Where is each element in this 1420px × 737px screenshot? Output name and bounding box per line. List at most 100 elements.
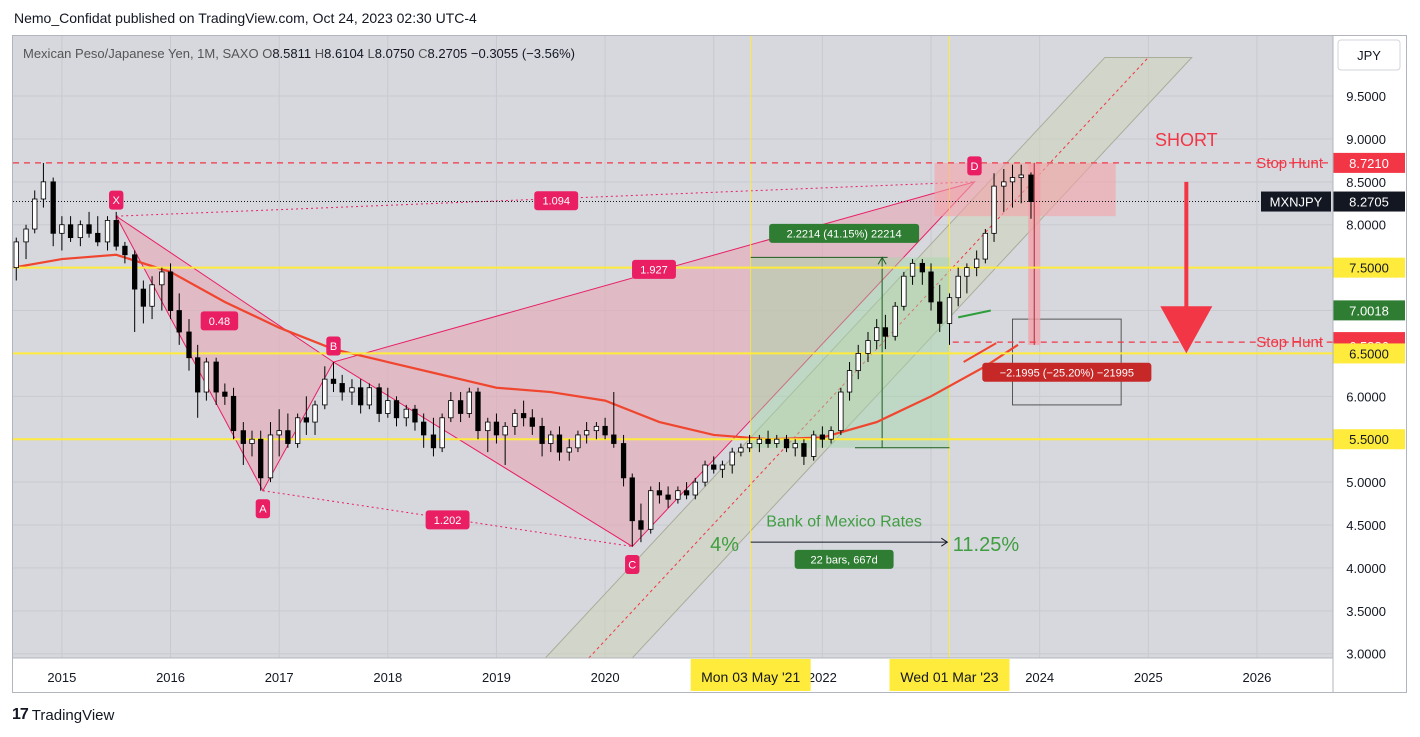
- range-up-arrowhead: [877, 256, 887, 265]
- candle: [222, 391, 228, 397]
- currency-button-bg: [1337, 39, 1401, 71]
- candle: [556, 434, 563, 453]
- green-projection: [957, 309, 991, 319]
- price-label-text: 8.7210: [1349, 156, 1389, 171]
- candle: [466, 391, 472, 414]
- candle: [1001, 181, 1007, 187]
- candle: [874, 327, 880, 341]
- ratio-label: 0.48: [200, 311, 239, 331]
- candle: [819, 434, 826, 440]
- y-tick-label: 9.0000: [1346, 132, 1386, 147]
- candle: [719, 464, 726, 470]
- candle: [529, 417, 535, 427]
- candle: [955, 275, 961, 299]
- pattern-point-A: A: [255, 499, 271, 519]
- candle: [13, 241, 19, 269]
- candle: [213, 361, 219, 393]
- tradingview-logo-icon: 17: [12, 706, 29, 723]
- ratio-label-bg: [200, 311, 239, 331]
- x-tick-label: 2018: [373, 670, 402, 685]
- candle: [303, 417, 309, 423]
- price-label: 6.5000: [1333, 343, 1405, 364]
- ratio-label-bg: [632, 259, 676, 279]
- candle: [393, 400, 400, 419]
- ratio-line-xd: [116, 181, 975, 217]
- candle: [403, 408, 409, 419]
- pattern-point-X-text: X: [113, 195, 121, 207]
- x-tick-label: 2024: [1025, 670, 1054, 685]
- candle: [711, 464, 717, 470]
- candle: [783, 438, 790, 449]
- candle: [1018, 174, 1024, 178]
- chart-frame[interactable]: X A B C D 1.094 0.48 1.927 1.202 2.2214 (41.15%) …: [12, 35, 1407, 693]
- time-axis-background: [13, 658, 1333, 692]
- candle: [1028, 174, 1034, 202]
- candle: [312, 404, 318, 423]
- stop-hunt-lower: Stop Hunt: [1256, 334, 1324, 351]
- candle: [349, 387, 355, 393]
- currency-button[interactable]: JPY: [1337, 39, 1401, 71]
- stop-hunt-upper: Stop Hunt: [1256, 155, 1324, 172]
- candle: [901, 275, 907, 307]
- bars-label-text: 22 bars, 667d: [810, 554, 877, 566]
- footer-brand-label: TradingView: [31, 706, 115, 724]
- pattern-point-X-bg: [109, 190, 124, 210]
- price-axis-background: [1333, 36, 1406, 692]
- candle: [59, 224, 65, 234]
- candle: [648, 490, 654, 530]
- rate-arrowhead: [941, 537, 949, 547]
- candle: [412, 408, 418, 423]
- ratio-label-bg: [534, 191, 579, 211]
- price-label-bg: [1333, 257, 1405, 278]
- pattern-point-B-text: B: [330, 341, 337, 353]
- symbol-label-bg: [1261, 191, 1331, 212]
- candle: [846, 370, 853, 393]
- candle: [982, 232, 988, 260]
- candle: [104, 220, 111, 243]
- candle: [964, 267, 970, 277]
- candle: [267, 434, 274, 479]
- candle: [520, 413, 527, 419]
- candle: [167, 271, 174, 311]
- price-label-text: 7.0018: [1349, 303, 1389, 318]
- price-label: 5.5000: [1333, 429, 1405, 450]
- pattern-point-D-text: D: [971, 161, 979, 173]
- footer-brand[interactable]: 17 TradingView: [12, 706, 114, 724]
- range-down-label-bg: [982, 362, 1152, 382]
- pattern-point-A-text: A: [259, 504, 267, 516]
- currency-button-label: JPY: [1357, 48, 1381, 63]
- x-tick-label: 2017: [265, 670, 294, 685]
- y-tick-label: 4.0000: [1346, 561, 1386, 576]
- pattern-point-B: B: [326, 336, 341, 356]
- candle: [421, 421, 427, 436]
- candle: [838, 391, 844, 432]
- range-up-label-text: 2.2214 (41.15%) 22214: [787, 228, 902, 240]
- candle: [439, 417, 445, 449]
- price-chart[interactable]: X A B C D 1.094 0.48 1.927 1.202 2.2214 (41.15%) …: [13, 36, 1406, 692]
- candle: [276, 430, 282, 436]
- price-label-text: 7.5000: [1349, 261, 1389, 276]
- candle: [692, 481, 698, 496]
- ratio-label: 1.927: [632, 259, 676, 279]
- y-tick-label: 5.0000: [1346, 475, 1386, 490]
- range-down-label-text: −2.1995 (−25.20%) −21995: [1000, 367, 1134, 379]
- date-label: Mon 03 May '21: [690, 659, 811, 691]
- candle: [974, 258, 980, 269]
- candle: [828, 430, 834, 440]
- candle: [203, 361, 210, 393]
- short-arrow-head: [1160, 306, 1213, 354]
- candle: [675, 490, 681, 500]
- x-tick-label: 2016: [156, 670, 185, 685]
- candle: [512, 413, 518, 427]
- candle: [909, 262, 916, 277]
- candle: [122, 245, 128, 256]
- rates-title: Bank of Mexico Rates: [766, 514, 922, 531]
- candle: [32, 198, 38, 230]
- rate-to: 11.25%: [953, 534, 1020, 556]
- y-tick-label: 8.5000: [1346, 175, 1386, 190]
- candle: [366, 387, 372, 406]
- ratio-label: 1.202: [425, 510, 470, 530]
- candle: [475, 391, 481, 432]
- candle: [638, 520, 644, 530]
- price-label: 8.7210: [1333, 152, 1405, 173]
